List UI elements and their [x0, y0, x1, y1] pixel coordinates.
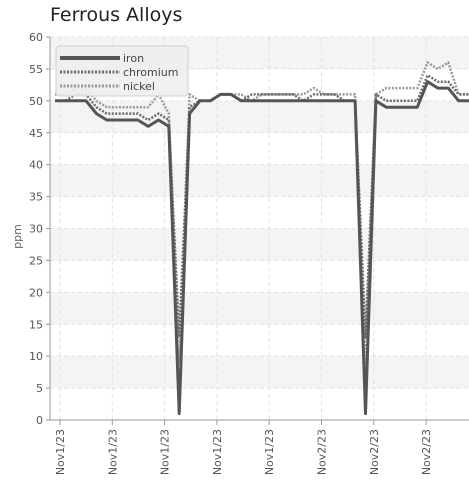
- y-axis-label: ppm: [11, 224, 24, 249]
- y-tick-label: 60: [29, 31, 43, 44]
- plot-band: [50, 164, 469, 197]
- legend-label-nickel: nickel: [123, 80, 155, 93]
- y-tick-label: 55: [29, 63, 43, 76]
- y-tick-label: 15: [29, 318, 43, 331]
- x-tick-label: Nov2/23: [316, 429, 329, 475]
- x-tick-labels: Nov1/23 Nov1/23 Nov1/23 Nov1/23 Nov1/23 Nov2/…: [54, 429, 433, 475]
- y-tick-label: 0: [36, 414, 43, 427]
- plot-band: [50, 228, 469, 261]
- x-tick-label: Nov1/23: [263, 429, 276, 475]
- x-tick-label: Nov2/23: [368, 429, 381, 475]
- series-line-iron: [55, 80, 469, 416]
- plot-band: [50, 292, 469, 325]
- x-tick-label: Nov1/23: [54, 429, 67, 475]
- legend-label-iron: iron: [123, 52, 144, 65]
- y-tick-label: 40: [29, 159, 43, 172]
- plot-band: [50, 356, 469, 389]
- series-line-nickel: [55, 61, 469, 364]
- y-tick-label: 20: [29, 286, 43, 299]
- x-tick-label: Nov1/23: [106, 429, 119, 475]
- axes: [46, 36, 469, 425]
- series-line-chromium: [55, 74, 469, 339]
- x-tick-label: Nov1/23: [159, 429, 172, 475]
- y-tick-labels: 0 5 10 15 20 25 30 35 40 45 50 55 60: [29, 31, 43, 427]
- y-tick-label: 30: [29, 223, 43, 236]
- chart-title: Ferrous Alloys: [50, 4, 183, 26]
- y-tick-label: 50: [29, 95, 43, 108]
- x-tick-label: Nov2/23: [420, 429, 433, 475]
- y-tick-label: 10: [29, 350, 43, 363]
- legend-label-chromium: chromium: [123, 66, 179, 79]
- y-tick-label: 45: [29, 127, 43, 140]
- series-lines: [55, 61, 469, 416]
- x-tick-label: Nov1/23: [211, 429, 224, 475]
- plot-band: [50, 100, 469, 133]
- y-tick-label: 5: [36, 382, 43, 395]
- y-tick-label: 35: [29, 191, 43, 204]
- y-tick-label: 25: [29, 254, 43, 267]
